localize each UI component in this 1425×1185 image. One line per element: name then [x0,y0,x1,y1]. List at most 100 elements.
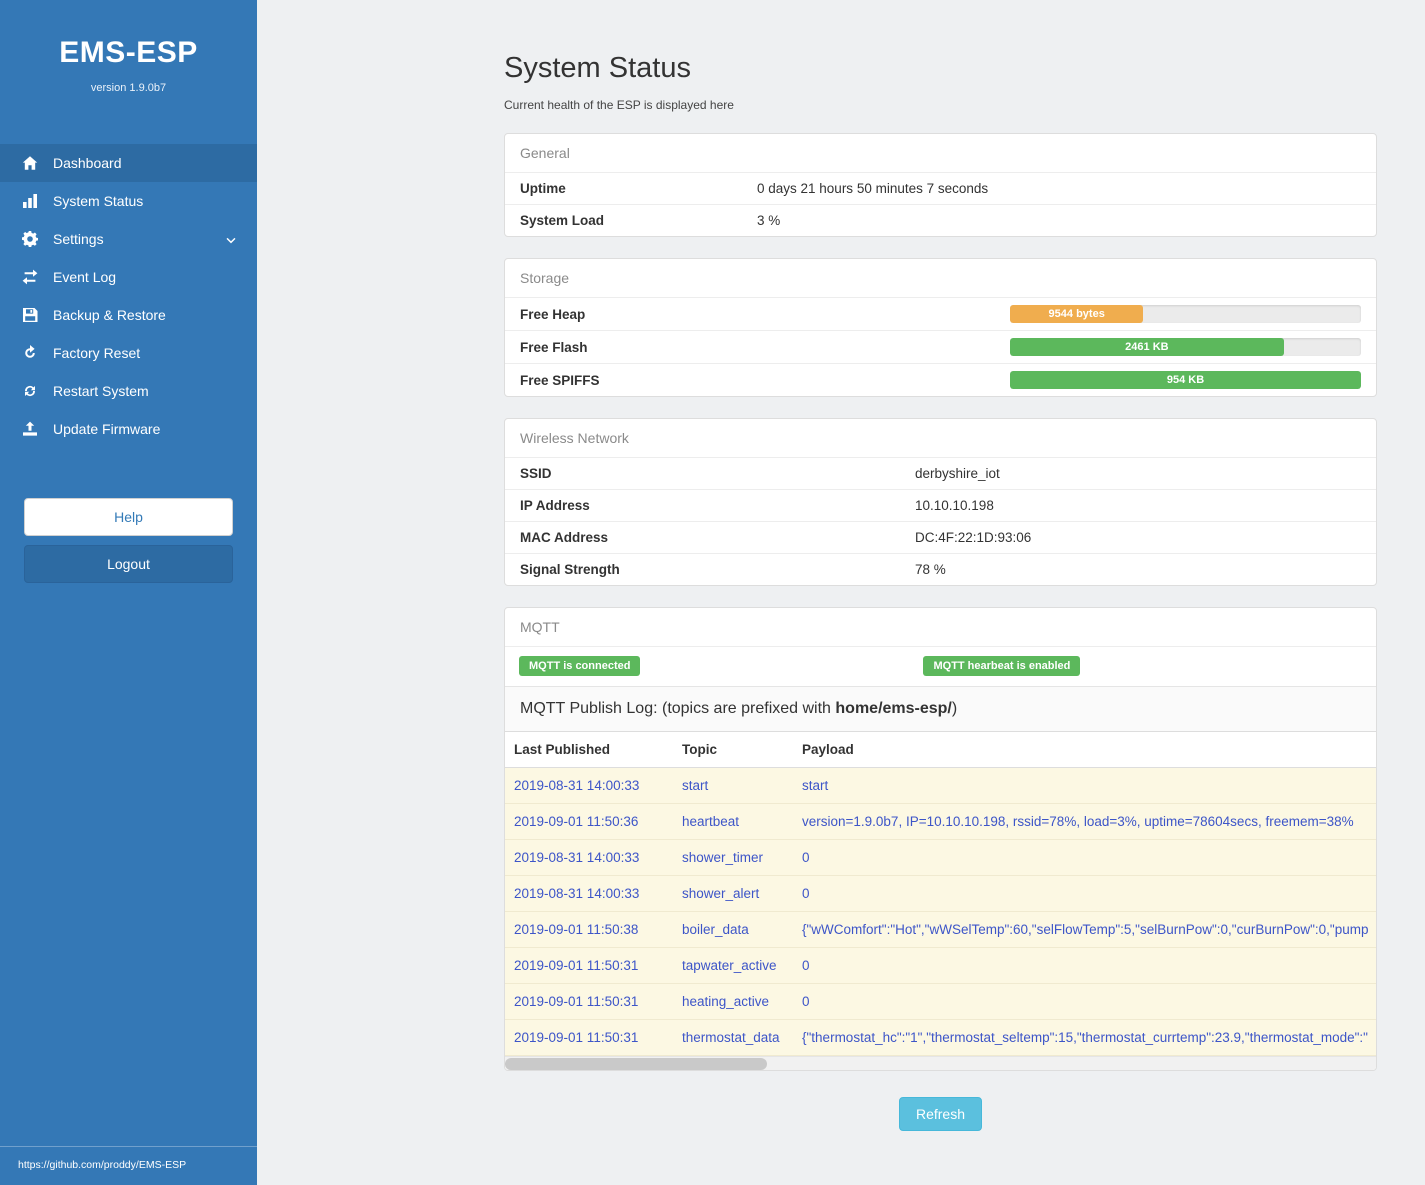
log-payload: start [802,778,829,793]
free-heap-bar: 9544 bytes [1010,305,1144,323]
log-topic: heating_active [682,994,770,1009]
chevron-down-icon [225,234,237,250]
wireless-panel-header: Wireless Network [520,430,629,446]
save-floppy-icon [22,307,38,323]
logout-button[interactable]: Logout [24,545,233,583]
ip-address-label: IP Address [520,498,590,513]
uptime-row: Uptime 0 days 21 hours 50 minutes 7 seco… [505,172,1376,204]
sidebar-buttons: Help Logout [0,498,257,583]
free-flash-row: Free Flash 2461 KB [505,330,1376,363]
free-heap-label: Free Heap [520,306,586,322]
free-flash-bar: 2461 KB [1010,338,1284,356]
mqtt-log-table: Last Published Topic Payload 2019-08-31 … [505,731,1376,1056]
ssid-label: SSID [520,466,552,481]
storage-panel-header: Storage [520,270,570,286]
uptime-value: 0 days 21 hours 50 minutes 7 seconds [757,181,989,196]
signal-strength-value: 78 % [915,562,946,577]
mqtt-panel-header: MQTT [520,619,560,635]
col-last-published: Last Published [514,742,611,757]
general-panel-header: General [520,145,570,161]
col-topic: Topic [682,742,717,757]
sidebar-item-restart-system[interactable]: Restart System [0,372,257,410]
table-row: 2019-09-01 11:50:38 boiler_data {"wWComf… [505,912,1376,948]
log-topic: thermostat_data [682,1030,780,1045]
help-button[interactable]: Help [24,498,233,536]
sidebar-item-system-status[interactable]: System Status [0,182,257,220]
mac-address-value: DC:4F:22:1D:93:06 [915,530,1032,545]
log-payload: {"wWComfort":"Hot","wWSelTemp":60,"selFl… [802,922,1369,937]
free-flash-label: Free Flash [520,339,588,355]
github-link[interactable]: https://github.com/proddy/EMS-ESP [0,1146,257,1185]
sidebar-item-label: Backup & Restore [53,307,166,323]
sidebar-item-update-firmware[interactable]: Update Firmware [0,410,257,448]
sidebar-nav: Dashboard System Status Settings Event L… [0,144,257,448]
wireless-panel: Wireless Network SSID derbyshire_iot IP … [504,418,1377,586]
ip-address-row: IP Address 10.10.10.198 [505,489,1376,521]
system-load-row: System Load 3 % [505,204,1376,236]
bar-chart-icon [22,193,38,209]
sidebar-item-label: Settings [53,231,104,247]
system-load-value: 3 % [757,213,781,228]
log-topic: boiler_data [682,922,749,937]
sidebar-item-event-log[interactable]: Event Log [0,258,257,296]
horizontal-scrollbar[interactable] [505,1056,1376,1070]
publog-topic-prefix: home/ems-esp/ [835,700,952,717]
table-row: 2019-08-31 14:00:33 start start [505,768,1376,804]
home-icon [22,155,38,171]
ssid-row: SSID derbyshire_iot [505,457,1376,489]
sidebar-item-label: Restart System [53,383,149,399]
log-time: 2019-09-01 11:50:31 [514,958,639,973]
sidebar-item-label: Dashboard [53,155,122,171]
mac-address-row: MAC Address DC:4F:22:1D:93:06 [505,521,1376,553]
signal-strength-row: Signal Strength 78 % [505,553,1376,585]
refresh-button[interactable]: Refresh [898,1097,983,1131]
log-payload: 0 [802,958,810,973]
gear-icon [22,231,38,247]
storage-panel: Storage Free Heap 9544 bytes Free Flash … [504,258,1377,397]
signal-strength-label: Signal Strength [520,562,620,577]
log-time: 2019-08-31 14:00:33 [514,886,640,901]
sidebar-item-label: Update Firmware [53,421,161,437]
log-topic: tapwater_active [682,958,777,973]
log-topic: heartbeat [682,814,740,829]
log-payload: {"thermostat_hc":"1","thermostat_seltemp… [802,1030,1368,1045]
page-subtitle: Current health of the ESP is displayed h… [504,98,734,112]
table-row: 2019-08-31 14:00:33 shower_alert 0 [505,876,1376,912]
refresh-area: Refresh [504,1097,1377,1131]
restart-arrows-icon [22,383,38,399]
mqtt-publish-log-title: MQTT Publish Log: (topics are prefixed w… [505,686,1376,731]
sidebar-item-settings[interactable]: Settings [0,220,257,258]
table-row: 2019-09-01 11:50:31 thermostat_data {"th… [505,1020,1376,1056]
log-payload: 0 [802,850,810,865]
log-time: 2019-09-01 11:50:38 [514,922,639,937]
mqtt-heartbeat-badge: MQTT hearbeat is enabled [923,656,1081,676]
log-time: 2019-09-01 11:50:36 [514,814,639,829]
free-heap-progress: 9544 bytes [1010,305,1361,323]
sidebar-item-factory-reset[interactable]: Factory Reset [0,334,257,372]
table-row: 2019-09-01 11:50:31 tapwater_active 0 [505,948,1376,984]
free-heap-row: Free Heap 9544 bytes [505,297,1376,330]
exchange-arrows-icon [22,269,38,285]
page-title: System Status [504,52,691,84]
brand: EMS-ESP version 1.9.0b7 [0,0,257,102]
sidebar-item-label: Event Log [53,269,117,285]
sidebar-item-backup-restore[interactable]: Backup & Restore [0,296,257,334]
mqtt-panel: MQTT MQTT is connected MQTT hearbeat is … [504,607,1377,1071]
sidebar-item-label: System Status [53,193,144,209]
log-topic: shower_alert [682,886,760,901]
log-payload: 0 [802,994,810,1009]
reset-arrow-icon [22,345,38,361]
app-title: EMS-ESP [59,36,198,69]
publog-prefix: MQTT Publish Log: (topics are prefixed w… [520,700,836,717]
log-time: 2019-08-31 14:00:33 [514,850,640,865]
log-payload: 0 [802,886,810,901]
table-row: 2019-09-01 11:50:31 heating_active 0 [505,984,1376,1020]
table-row: 2019-08-31 14:00:33 shower_timer 0 [505,840,1376,876]
app-version: version 1.9.0b7 [90,82,167,94]
free-spiffs-bar: 954 KB [1010,371,1361,389]
sidebar-item-dashboard[interactable]: Dashboard [0,144,257,182]
scrollbar-thumb[interactable] [505,1058,767,1070]
free-spiffs-progress: 954 KB [1010,371,1361,389]
log-topic: shower_timer [682,850,764,865]
log-time: 2019-09-01 11:50:31 [514,1030,639,1045]
